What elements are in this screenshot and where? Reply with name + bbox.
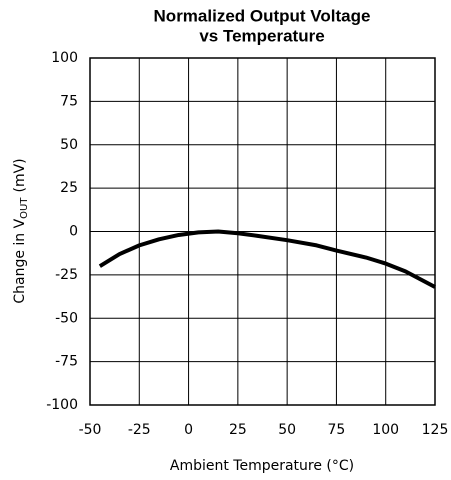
x-tick-label: 25: [229, 422, 247, 438]
y-tick-label: 0: [69, 224, 78, 240]
y-tick-label: -25: [55, 267, 78, 283]
plot-frame: [89, 57, 436, 406]
x-axis-label: Ambient Temperature (°C): [170, 458, 354, 474]
data-line: [98, 229, 436, 289]
x-tick-label: 100: [372, 422, 399, 438]
y-tick-label: 25: [60, 180, 78, 196]
y-tick-label: -75: [55, 354, 78, 370]
x-tick-label: 50: [278, 422, 296, 438]
y-tick-label: 75: [60, 93, 78, 109]
x-tick-label: 0: [184, 422, 193, 438]
x-tick-label: 75: [328, 422, 346, 438]
y-tick-label: -50: [55, 310, 78, 326]
chart-title: vs Temperature: [199, 26, 324, 45]
x-tick-label: 125: [422, 422, 449, 438]
y-axis-label: Change in VOUT (mV): [12, 158, 30, 303]
chart-title: Normalized Output Voltage: [154, 6, 371, 25]
y-tick-label: 100: [51, 50, 78, 66]
y-axis-label-part: Change in V: [12, 218, 28, 303]
x-tick-label: -25: [128, 422, 151, 438]
x-tick-label: -50: [79, 422, 102, 438]
y-axis-label-sub: OUT: [19, 197, 30, 219]
y-axis-label-part: (mV): [12, 158, 28, 192]
y-tick-label: 50: [60, 137, 78, 153]
y-tick-label: -100: [46, 397, 78, 413]
